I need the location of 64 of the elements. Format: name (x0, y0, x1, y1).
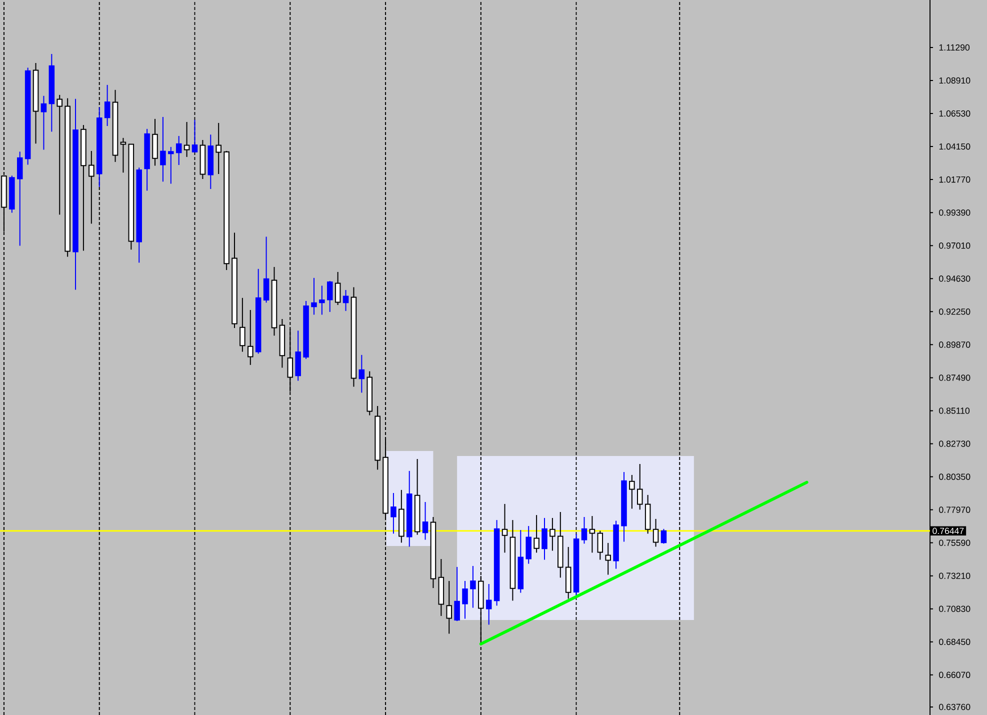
candlestick (319, 285, 325, 316)
y-tick-label: 0.66070 (939, 672, 970, 678)
candlestick (581, 516, 588, 544)
candlestick (88, 150, 94, 224)
candlestick (16, 151, 23, 246)
y-tick-label: 0.70830 (939, 606, 970, 612)
y-tick-label: 1.11290 (939, 44, 970, 51)
y-tick-label: 1.06530 (939, 110, 970, 117)
candlestick (342, 290, 349, 312)
y-tick-label: 0.92250 (939, 308, 970, 315)
y-tick-label: 0.99390 (939, 209, 970, 216)
candlestick (605, 542, 611, 576)
candlestick (652, 518, 659, 548)
candlestick (390, 492, 396, 534)
candlestick (216, 122, 222, 174)
candlestick (295, 330, 301, 382)
candlestick (526, 526, 532, 564)
y-tick-label: 1.08910 (939, 77, 970, 84)
candlestick (446, 580, 452, 634)
candlestick (589, 516, 596, 554)
ref-line-label: 0.76447 (932, 528, 964, 534)
candlestick (311, 277, 317, 316)
candlestick (660, 528, 667, 544)
y-tick-label: 1.04150 (939, 143, 970, 150)
candlestick (40, 95, 47, 150)
candlestick (326, 280, 333, 312)
candlestick (534, 514, 540, 554)
y-tick-label: 0.87490 (939, 374, 970, 381)
candlestick (486, 584, 492, 626)
candlestick (597, 530, 604, 560)
candlestick (176, 135, 182, 166)
candlestick (422, 502, 428, 540)
y-tick-label: 0.80350 (939, 474, 970, 480)
candlestick (550, 517, 556, 552)
candlestick (168, 146, 174, 184)
candlestick (240, 297, 246, 352)
candlestick (462, 580, 468, 620)
y-tick-label: 1.01770 (939, 176, 970, 183)
y-tick-label: 0.85110 (939, 408, 970, 414)
candlestick (542, 517, 548, 560)
candlestick (637, 463, 643, 510)
y-tick-label: 0.89870 (939, 342, 970, 348)
candlestick (263, 236, 270, 304)
y-tick-label: 0.82730 (939, 440, 970, 447)
candlestick (104, 84, 110, 126)
y-tick-label: 0.63760 (939, 704, 970, 710)
candlestick (120, 137, 126, 174)
candlestick (629, 474, 635, 510)
candlestick (184, 121, 190, 158)
candlestick (358, 354, 365, 394)
y-tick-label: 0.73210 (939, 572, 970, 579)
candlestick (56, 94, 63, 216)
candlestick (334, 271, 341, 306)
candlestick (160, 116, 166, 182)
y-tick-label: 0.75590 (939, 540, 970, 546)
candlestick (470, 565, 476, 608)
y-tick-label: 0.97010 (939, 242, 970, 249)
candlestick (192, 119, 198, 153)
y-tick-label: 0.77970 (939, 506, 970, 513)
y-tick-label: 0.94630 (939, 276, 970, 282)
candlestick (454, 566, 460, 622)
y-tick-label: 0.68450 (939, 638, 970, 645)
candlestick (248, 309, 254, 366)
candlestick (502, 503, 508, 554)
